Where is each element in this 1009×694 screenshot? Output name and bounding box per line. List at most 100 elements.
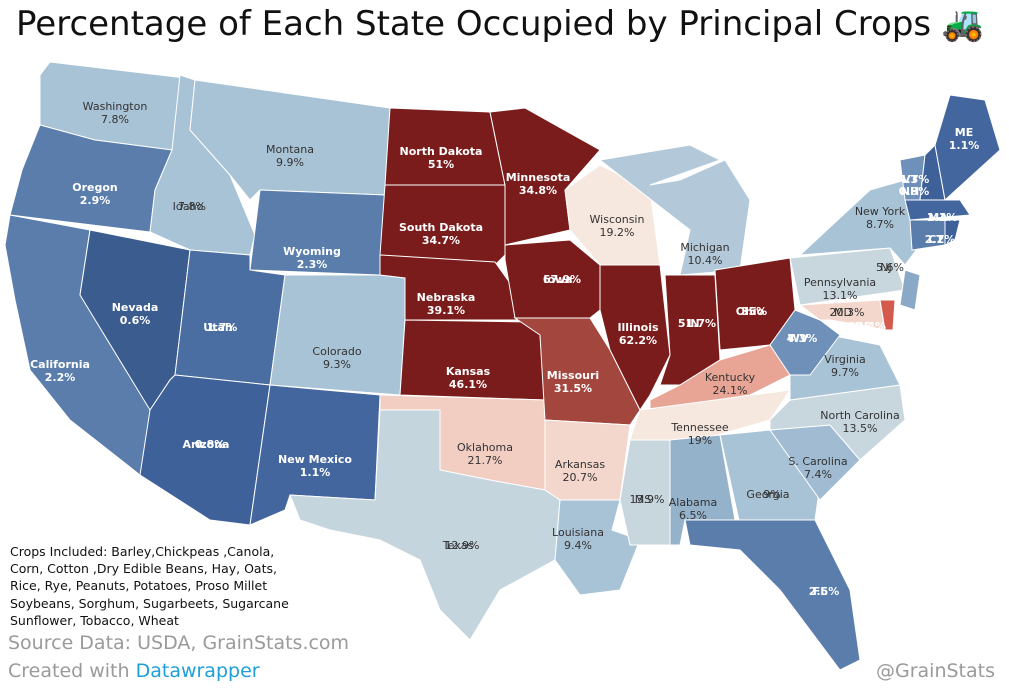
state-name: WV xyxy=(788,332,809,345)
state-value: 0.6% xyxy=(120,314,151,327)
state-name: Pennsylvania xyxy=(804,276,876,289)
state-shape xyxy=(619,439,671,546)
state-name: MA xyxy=(928,211,948,224)
state-name: NH xyxy=(901,185,919,198)
state-value: 35% xyxy=(741,305,767,318)
state-name: Texas xyxy=(442,539,474,552)
source: Source Data: USDA, GrainStats.com xyxy=(8,632,350,654)
state-value: 2.9% xyxy=(80,194,111,207)
state-name: New Mexico xyxy=(278,453,352,466)
state-value: 9% xyxy=(763,488,780,501)
credit: Created with Datawrapper xyxy=(8,660,260,682)
state-value: 2.2% xyxy=(45,371,76,384)
state-shape xyxy=(504,239,601,319)
state-name: VT xyxy=(902,173,919,186)
state-name: Arizona xyxy=(183,438,230,451)
state-name: Oklahoma xyxy=(457,441,513,454)
state-name: Montana xyxy=(266,143,314,156)
state-value: 7.4% xyxy=(804,468,832,481)
state-shape xyxy=(904,199,971,221)
state-name: Kansas xyxy=(446,365,491,378)
state-name: Wyoming xyxy=(283,245,341,258)
state-name: Colorado xyxy=(312,345,361,358)
state-value: 9.4% xyxy=(564,539,592,552)
state-name: Minnesota xyxy=(506,171,571,184)
state-value: 6.5% xyxy=(679,509,707,522)
state-value: 24.1% xyxy=(713,384,748,397)
state-name: S. Carolina xyxy=(788,455,847,468)
credit-text: Created with xyxy=(8,660,130,682)
state-name: Iowa xyxy=(543,273,572,286)
state-value: 0.7% xyxy=(925,246,956,259)
state-value: 51.7% xyxy=(678,317,716,330)
state-name: South Dakota xyxy=(399,221,483,234)
credit-link[interactable]: Datawrapper xyxy=(135,660,260,682)
state-value: 67.9% xyxy=(543,273,581,286)
state-value: 0.9% xyxy=(899,185,930,198)
state-shape xyxy=(598,144,751,276)
state-value: 4.3% xyxy=(899,173,930,186)
state-value: 19% xyxy=(688,434,712,447)
state-name: RI xyxy=(930,246,943,259)
state-value: 34.7% xyxy=(422,234,460,247)
note-line: Sunflower, Tobacco, Wheat xyxy=(10,612,179,628)
state-value: 0.8% xyxy=(195,438,226,451)
state-name: DE xyxy=(855,320,872,333)
state-name: Oregon xyxy=(72,181,118,194)
state-name: Tennessee xyxy=(670,421,729,434)
state-value: 21.7% xyxy=(468,454,503,467)
state-value: 31.5% xyxy=(554,382,592,395)
state-shape xyxy=(934,94,1001,201)
note-line: Soybeans, Sorghum, Sugarbeets, Sugarcane xyxy=(10,595,289,611)
state-name: North Dakota xyxy=(400,145,483,158)
state-name: Louisiana xyxy=(552,526,604,539)
state-name: Alabama xyxy=(669,496,718,509)
state-value: 19.2% xyxy=(600,226,635,239)
state-name: Illinois xyxy=(617,321,659,334)
state-value: 2.5% xyxy=(809,585,840,598)
state-value: 9.9% xyxy=(276,156,304,169)
state-name: Kentucky xyxy=(705,371,756,384)
state-shape xyxy=(629,389,792,441)
state-value: 8.7% xyxy=(866,218,894,231)
state-shape xyxy=(944,219,961,246)
state-value: 1.1% xyxy=(949,139,980,152)
state-name: Wisconsin xyxy=(590,213,645,226)
note-line: Crops Included: Barley,Chickpeas ,Canola… xyxy=(10,544,275,559)
state-value: 34.8% xyxy=(519,184,557,197)
state-name: MD xyxy=(834,306,852,319)
state-value: 13.9% xyxy=(630,493,665,506)
state-name: North Carolina xyxy=(820,409,900,422)
state-value: 2.3% xyxy=(297,258,328,271)
state-value: 7.8% xyxy=(101,113,129,126)
state-name: Missouri xyxy=(547,369,599,382)
state-value: 7.8% xyxy=(178,200,206,213)
state-shape xyxy=(379,254,526,321)
state-shape xyxy=(379,184,506,266)
state-shape xyxy=(684,519,861,671)
state-name: Arkansas xyxy=(555,458,605,471)
state-value: 13.5% xyxy=(843,422,878,435)
state-name: Nevada xyxy=(112,301,159,314)
state-name: New York xyxy=(855,205,906,218)
note-line: Corn, Cotton ,Dry Edible Beans, Hay, Oat… xyxy=(10,561,277,577)
state-value: 9.7% xyxy=(831,366,859,379)
state-name: FL xyxy=(813,585,828,598)
handle: @GrainStats xyxy=(875,660,995,682)
state-name: Idaho xyxy=(173,200,204,213)
state-value: 20.3% xyxy=(830,306,865,319)
state-value: 51% xyxy=(428,158,454,171)
state-value: 1.1% xyxy=(927,211,958,224)
state-shape xyxy=(769,309,841,376)
state-shape xyxy=(719,429,821,526)
state-value: 20.7% xyxy=(563,471,598,484)
state-value: 62.2% xyxy=(619,334,657,347)
state-shape xyxy=(879,299,896,331)
crops-note: Crops Included: Barley,Chickpeas ,Canola… xyxy=(10,543,289,629)
state-value: 27.4% xyxy=(848,320,886,333)
state-value: 13.1% xyxy=(823,289,858,302)
note-line: Rice, Rye, Peanuts, Potatoes, Proso Mill… xyxy=(10,578,268,594)
state-value: 12.9% xyxy=(445,539,480,552)
state-value: 4.3% xyxy=(787,332,818,345)
